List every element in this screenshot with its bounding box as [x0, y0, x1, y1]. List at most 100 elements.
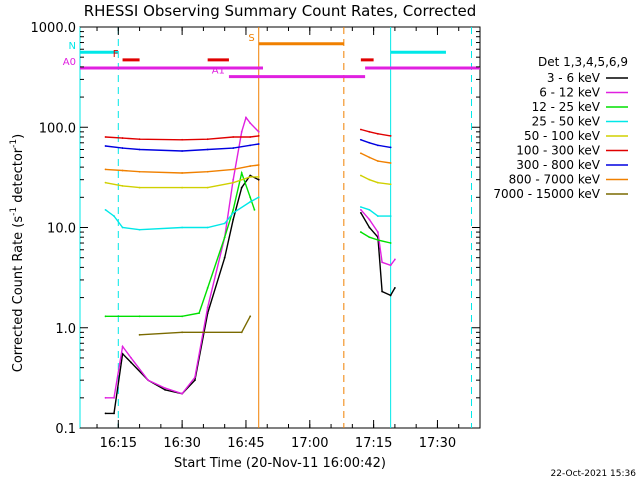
y-tick-label: 0.1 — [55, 422, 76, 437]
data-point — [376, 239, 379, 241]
x-axis-label: Start Time (20-Nov-11 16:00:42) — [174, 456, 386, 471]
data-point — [359, 152, 362, 155]
data-point — [206, 148, 209, 151]
data-point — [121, 169, 124, 172]
data-point — [389, 294, 392, 297]
data-point — [138, 333, 141, 336]
data-point — [232, 168, 235, 171]
data-point — [257, 143, 260, 145]
plot-border — [79, 26, 481, 429]
data-point — [359, 231, 362, 233]
data-point — [232, 181, 235, 184]
data-point — [381, 290, 384, 293]
data-point — [206, 286, 209, 289]
data-point — [138, 315, 141, 318]
data-point — [232, 178, 235, 181]
data-point — [359, 208, 362, 211]
y-tick-label: 1.0 — [55, 322, 76, 337]
data-point — [359, 138, 362, 141]
series-line — [105, 115, 396, 399]
flag-label: F — [113, 49, 119, 60]
series-line — [105, 196, 391, 231]
footer-date: 22-Oct-2021 15:36 — [551, 469, 637, 479]
legend-label: 3 - 6 keV — [547, 71, 601, 85]
data-point — [232, 208, 235, 211]
data-point — [257, 164, 260, 166]
data-point — [368, 236, 371, 239]
data-point — [232, 147, 235, 149]
data-point — [393, 258, 396, 261]
series-line — [105, 174, 396, 415]
data-point — [232, 136, 235, 138]
legend-label: 100 - 300 keV — [516, 144, 600, 158]
data-point — [181, 138, 184, 141]
data-point — [181, 172, 184, 174]
data-point — [113, 412, 115, 415]
data-point — [104, 315, 107, 318]
data-point — [104, 145, 107, 147]
data-point — [249, 122, 252, 125]
series-line — [105, 139, 391, 152]
data-point — [249, 144, 252, 147]
legend-title: Det 1,3,4,5,6,9 — [538, 55, 628, 69]
data-point — [138, 228, 141, 231]
data-point — [257, 178, 260, 181]
data-point — [389, 264, 392, 267]
data-point — [389, 183, 392, 186]
data-point — [181, 150, 184, 152]
data-point — [206, 226, 209, 229]
legend-label: 300 - 800 keV — [516, 158, 600, 172]
data-point — [181, 186, 184, 189]
data-point — [257, 134, 260, 137]
x-tick-label: 17:00 — [291, 436, 328, 451]
data-point — [104, 396, 107, 399]
x-tick-label: 16:15 — [100, 436, 137, 451]
flag-label: A1 — [212, 66, 225, 77]
data-point — [181, 331, 184, 334]
data-point — [376, 181, 379, 184]
legend-label: 7000 - 15000 keV — [493, 187, 600, 201]
y-tick-label: 10.0 — [47, 222, 76, 237]
x-tick-label: 17:30 — [419, 436, 456, 451]
data-point — [389, 134, 392, 137]
data-point — [249, 165, 252, 167]
data-point — [121, 147, 124, 149]
data-point — [368, 226, 371, 229]
legend-label: 6 - 12 keV — [539, 86, 601, 100]
data-point — [376, 215, 379, 217]
data-point — [104, 168, 107, 171]
data-point — [389, 146, 392, 149]
data-point — [147, 379, 149, 382]
data-point — [393, 286, 396, 289]
y-tick-label: 1000.0 — [31, 21, 77, 36]
data-point — [121, 226, 124, 229]
data-point — [368, 141, 371, 144]
data-point — [232, 218, 235, 221]
data-point — [164, 388, 167, 391]
data-point — [376, 231, 379, 233]
x-tick-label: 16:45 — [227, 436, 264, 451]
data-point — [359, 211, 362, 214]
data-point — [206, 306, 209, 309]
legend-label: 25 - 50 keV — [532, 115, 601, 129]
legend-label: 800 - 7000 keV — [509, 173, 601, 187]
data-point — [376, 144, 379, 147]
attenuator-flags: N F S A0 A1 — [63, 33, 480, 79]
y-axis-label: Corrected Count Rate (s-1 detector-1) — [9, 134, 26, 372]
data-point — [113, 396, 115, 399]
data-point — [181, 315, 184, 318]
data-point — [104, 208, 107, 211]
series-line — [105, 170, 391, 317]
data-point — [249, 315, 252, 318]
data-point — [181, 392, 184, 395]
x-tick-label: 16:30 — [163, 436, 200, 451]
data-point — [223, 256, 226, 259]
data-point — [381, 261, 384, 264]
data-point — [121, 184, 124, 187]
data-point — [249, 175, 252, 178]
data-point — [206, 170, 209, 173]
data-point — [253, 208, 256, 211]
data-point — [113, 215, 115, 217]
